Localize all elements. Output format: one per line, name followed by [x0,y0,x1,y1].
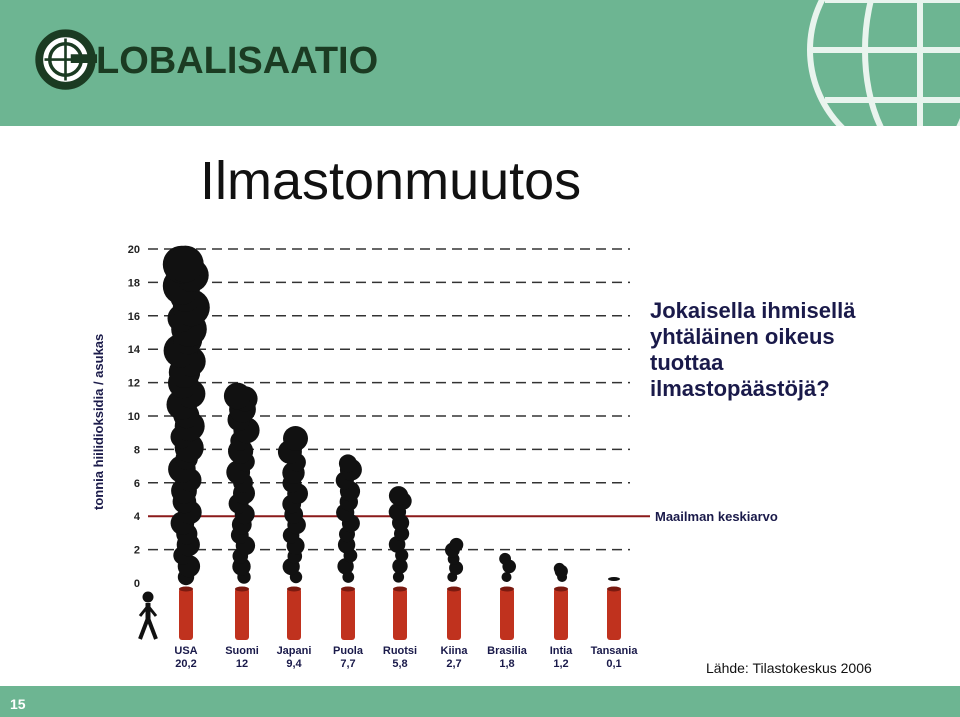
category-label: Japani [277,645,312,657]
smoke-plume-kiina [445,537,464,582]
value-label: 2,7 [446,658,461,670]
category-label: Tansania [591,645,639,657]
chimney [179,588,193,640]
chimney [393,588,407,640]
y-tick-label: 14 [128,344,141,356]
category-label: USA [174,645,197,657]
y-tick-label: 12 [128,378,140,390]
y-tick-label: 8 [134,444,140,456]
chimney [554,588,568,640]
smoke-plume-puola [335,454,362,583]
y-tick-label: 20 [128,244,140,256]
category-label: Brasilia [487,645,528,657]
value-label: 7,7 [340,658,355,670]
smoke-plume-brasilia [499,552,516,582]
page-title: Ilmastonmuutos [200,151,582,211]
category-label: Intia [550,645,573,657]
chimney [607,588,621,640]
header-band [0,0,960,126]
smoke-plume-ruotsi [388,486,412,583]
chimney [341,588,355,640]
person-icon [138,591,158,640]
smoke-plume-tansania [608,577,620,581]
value-label: 5,8 [392,658,407,670]
chimney-top [287,586,301,592]
question-line-4: ilmastopäästöjä? [650,376,830,401]
reference-line-label: Maailman keskiarvo [655,509,778,524]
smoke-plume-usa [162,245,210,586]
question-text: Jokaisella ihmisellä yhtäläinen oikeus t… [650,298,950,402]
chimney-top [607,586,621,592]
logo-text: LOBALISAATIO [96,40,379,82]
question-line-3: tuottaa [650,350,724,375]
source-note: Lähde: Tilastokeskus 2006 [706,660,872,676]
chimney [287,588,301,640]
value-label: 0,1 [606,658,621,670]
chimney-top [179,586,193,592]
category-label: Ruotsi [383,645,417,657]
smoke-plume-intia [553,562,568,582]
value-label: 1,8 [499,658,514,670]
page-number: 15 [10,696,26,712]
chimney-top [554,586,568,592]
y-tick-label: 10 [128,411,140,423]
smoke-plume-suomi [223,382,260,584]
chimney-top [235,586,249,592]
chimney [235,588,249,640]
chimney-top [393,586,407,592]
question-line-2: yhtäläinen oikeus [650,324,835,349]
chimney-top [447,586,461,592]
y-tick-label: 4 [134,511,141,523]
chimney-top [341,586,355,592]
question-line-1: Jokaisella ihmisellä [650,298,856,323]
globe-icon [807,0,960,126]
category-label: Suomi [225,645,259,657]
value-label: 20,2 [175,658,196,670]
chimney-top [500,586,514,592]
smoke-plume-japani [277,426,308,584]
logo-g-icon [35,29,97,90]
category-label: Puola [333,645,364,657]
category-label: Kiina [441,645,469,657]
value-label: 12 [236,658,248,670]
y-tick-label: 16 [128,311,140,323]
y-tick-label: 2 [134,545,140,557]
value-label: 1,2 [553,658,568,670]
value-label: 9,4 [286,658,302,670]
y-tick-label: 0 [134,578,140,590]
chimney [500,588,514,640]
y-tick-label: 18 [128,277,140,289]
footer-band [0,686,960,717]
chimney [447,588,461,640]
y-tick-label: 6 [134,478,140,490]
